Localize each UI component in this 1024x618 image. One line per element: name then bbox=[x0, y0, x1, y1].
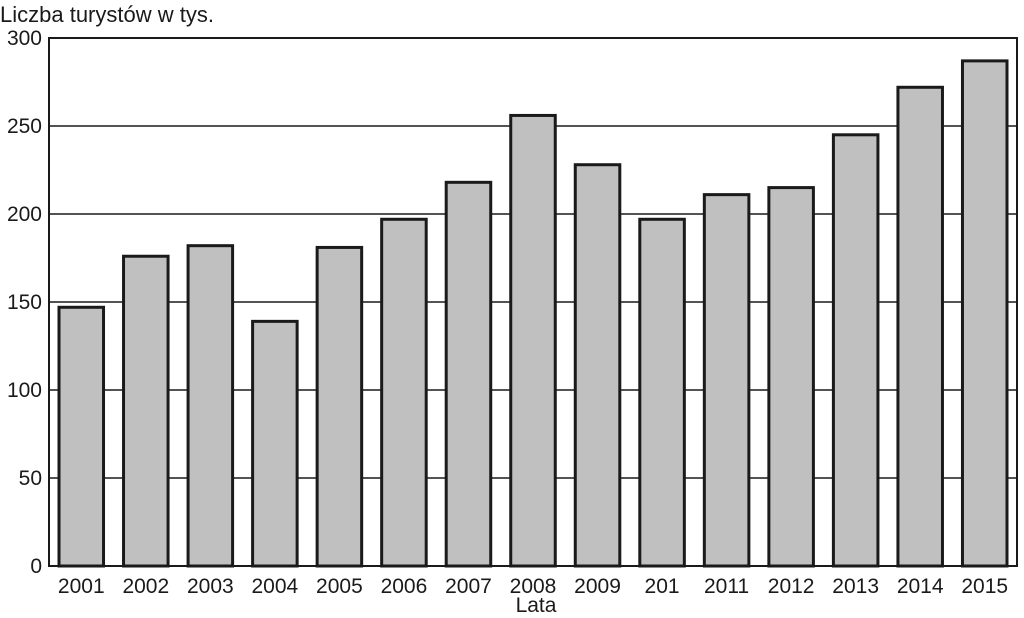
y-axis-ticks: 0 50 100 150 200 250 300 bbox=[7, 27, 42, 578]
x-tick-label: 2008 bbox=[510, 575, 557, 598]
x-tick-label: 2002 bbox=[122, 575, 169, 598]
y-tick-label: 300 bbox=[7, 27, 42, 50]
bar-2009 bbox=[573, 163, 622, 568]
x-tick-label: 2011 bbox=[704, 575, 749, 598]
x-tick-label: 2013 bbox=[832, 575, 879, 598]
bar-2013 bbox=[831, 133, 880, 568]
bar-2011 bbox=[702, 193, 751, 568]
x-tick-label: 2003 bbox=[187, 575, 234, 598]
x-tick-label: 2007 bbox=[445, 575, 492, 598]
bar-2012 bbox=[767, 186, 815, 568]
x-tick-label: 2001 bbox=[58, 575, 105, 598]
x-tick-label: 2015 bbox=[961, 575, 1008, 598]
y-tick-label: 150 bbox=[7, 291, 42, 314]
x-tick-label: 2006 bbox=[381, 575, 428, 598]
x-tick-label: 2005 bbox=[316, 575, 363, 598]
x-axis-ticks: 2001 2002 2003 2004 2005 2006 2007 2008 2009 201 2… bbox=[58, 575, 1008, 598]
bar-2001 bbox=[57, 305, 106, 568]
y-tick-label: 100 bbox=[7, 379, 42, 402]
bar-2007 bbox=[444, 180, 493, 568]
x-tick-label: 2009 bbox=[574, 575, 621, 598]
bar-2006 bbox=[380, 217, 428, 568]
y-tick-label: 50 bbox=[19, 467, 42, 490]
y-axis-label: Liczba turystów w tys. bbox=[0, 2, 214, 27]
plot-frame bbox=[48, 37, 1018, 567]
x-tick-label: 2012 bbox=[768, 575, 815, 598]
y-tick-label: 200 bbox=[7, 203, 42, 226]
x-tick-label: 2004 bbox=[252, 575, 299, 598]
bar-2008 bbox=[509, 113, 557, 568]
y-tick-label: 250 bbox=[7, 115, 42, 138]
bar-2002 bbox=[122, 254, 170, 568]
x-tick-label: 201 bbox=[645, 575, 680, 598]
bar-2015 bbox=[960, 59, 1009, 568]
bar-2003 bbox=[186, 244, 235, 568]
x-tick-label: 2014 bbox=[897, 575, 944, 598]
bars bbox=[57, 59, 1009, 568]
y-tick-label: 0 bbox=[30, 555, 42, 578]
bar-2014 bbox=[896, 85, 944, 568]
x-axis-label: Lata bbox=[516, 594, 557, 617]
bar-2004 bbox=[251, 319, 299, 568]
bar-2005 bbox=[315, 245, 364, 568]
bar-201 bbox=[638, 217, 686, 568]
